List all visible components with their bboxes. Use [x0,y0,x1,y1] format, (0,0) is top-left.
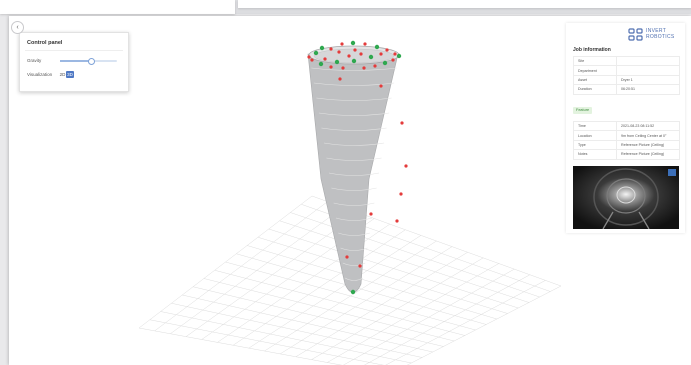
feature-marker[interactable] [334,59,340,65]
feature-marker[interactable] [382,60,388,66]
feature-marker[interactable] [358,264,362,268]
feature-marker[interactable] [385,48,389,52]
row-value: Reference Picture (Ceiling) [616,149,680,160]
feature-marker[interactable] [310,58,314,62]
feature-marker[interactable] [329,65,333,69]
feature-badge: Feature [573,107,593,114]
row-label: Department [573,65,617,76]
logo-text: INVERT ROBOTICS [646,28,675,40]
feature-marker[interactable] [318,61,324,67]
feature-marker[interactable] [374,44,380,50]
job-information-panel: INVERT ROBOTICS Job information Site Dep… [566,23,685,233]
3d-scene[interactable] [9,16,691,365]
table-row: Duration 06:20:51 [573,84,680,95]
feature-marker[interactable] [337,50,341,54]
feature-marker[interactable] [319,45,325,51]
background-card [238,0,691,8]
feature-marker[interactable] [341,66,345,70]
job-info-table: Site Department Asset Dryer 1 Duration 06:… [573,55,680,95]
feature-marker[interactable] [362,66,366,70]
gravity-slider-thumb[interactable] [88,58,96,65]
row-value [616,55,680,67]
gravity-label: Gravity [27,58,42,63]
row-value: 06:20:51 [616,84,680,95]
gravity-slider[interactable] [60,58,117,65]
gravity-slider-fill [60,60,92,62]
table-row: Time 2021-08-23 08:11:52 [573,120,680,132]
table-row: Location 9m from Ceiling Center at 0° [573,130,680,141]
control-panel: Control panel Gravity Visualization 2D 3… [19,32,129,92]
feature-marker[interactable] [353,48,357,52]
back-button[interactable]: ‹ [11,21,24,34]
feature-marker[interactable] [396,53,402,59]
row-label: Asset [573,74,617,86]
feature-marker[interactable] [369,212,373,216]
row-value [616,65,680,76]
feature-marker[interactable] [404,164,408,168]
feature-marker[interactable] [329,47,333,51]
feature-markers[interactable] [307,40,408,295]
visualization-3d-option[interactable]: 3D [66,71,74,78]
divider [25,50,123,51]
row-value: Dryer 1 [616,74,680,86]
visualization-label: Visualization [27,72,53,77]
feature-marker[interactable] [350,289,356,295]
table-row: Type Reference Picture (Ceiling) [573,139,680,151]
feature-marker[interactable] [313,50,319,56]
feature-marker[interactable] [359,52,363,56]
row-value: Reference Picture (Ceiling) [616,139,680,151]
feature-marker[interactable] [379,84,383,88]
feature-marker[interactable] [347,54,351,58]
feature-marker[interactable] [323,57,327,61]
row-label: Notes [573,149,617,160]
feature-marker[interactable] [399,192,403,196]
table-row: Site [573,55,680,67]
feature-marker[interactable] [351,58,357,64]
row-label: Type [573,139,617,151]
feature-marker[interactable] [363,42,367,46]
row-value: 9m from Ceiling Center at 0° [616,130,680,141]
feature-marker[interactable] [373,64,377,68]
feature-marker[interactable] [338,77,342,81]
feature-marker[interactable] [368,54,374,60]
feature-marker[interactable] [340,42,344,46]
feature-marker[interactable] [345,255,349,259]
feature-marker[interactable] [379,52,383,56]
feature-marker[interactable] [391,58,395,62]
feature-marker[interactable] [393,52,397,56]
feature-marker[interactable] [395,219,399,223]
row-label: Site [573,55,617,67]
invert-robotics-logo: INVERT ROBOTICS [628,28,680,42]
table-row: Department [573,65,680,76]
row-label: Duration [573,84,617,95]
vessel-model[interactable] [307,45,400,293]
chevron-left-icon: ‹ [16,24,19,31]
control-panel-title: Control panel [27,40,63,46]
inspection-camera-image[interactable] [573,166,679,229]
row-label: Time [573,120,617,132]
row-label: Location [573,130,617,141]
table-row: Notes Reference Picture (Ceiling) [573,149,680,160]
camera-image-drawing [573,166,679,229]
job-information-title: Job information [573,47,611,53]
table-row: Asset Dryer 1 [573,74,680,86]
visualization-2d-option[interactable]: 2D [59,71,66,78]
feature-marker[interactable] [307,55,311,59]
feature-table: Time 2021-08-23 08:11:52 Location 9m from … [573,120,680,160]
row-value: 2021-08-23 08:11:52 [616,120,680,132]
background-card [0,0,235,14]
invert-robotics-logo-icon [628,28,643,41]
feature-marker[interactable] [400,121,404,125]
feature-marker[interactable] [350,40,356,46]
